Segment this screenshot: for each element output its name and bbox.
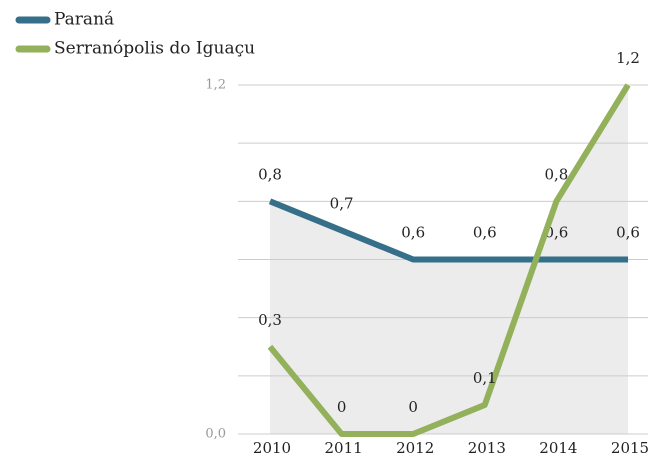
data-label: 0 [337, 398, 347, 416]
data-label: 0,3 [258, 311, 282, 329]
legend-label: Paraná [54, 10, 114, 30]
x-tick-label: 2014 [539, 439, 577, 457]
x-tick-label: 2012 [396, 439, 434, 457]
line [267, 83, 631, 437]
data-label: 0,7 [330, 194, 354, 212]
data-label: 0,6 [616, 224, 640, 242]
area [270, 85, 628, 434]
data-label: 0,8 [258, 165, 282, 183]
x-tick-label: 2010 [253, 439, 291, 457]
data-label: 0,8 [544, 165, 568, 183]
legend-label: Serranópolis do Iguaçu [54, 39, 255, 59]
line [268, 198, 628, 263]
data-label: 0,6 [401, 224, 425, 242]
y-tick-label: 1,2 [205, 78, 226, 93]
data-label: 0,1 [473, 369, 497, 387]
x-tick-label: 2011 [325, 439, 363, 457]
x-tick-label: 2013 [468, 439, 506, 457]
y-tick-label: 0,0 [205, 427, 226, 442]
data-label: 1,2 [616, 49, 640, 67]
x-tick-label: 2015 [611, 439, 649, 457]
data-label: 0,6 [544, 224, 568, 242]
data-label: 0 [408, 398, 418, 416]
data-label: 0,6 [473, 224, 497, 242]
